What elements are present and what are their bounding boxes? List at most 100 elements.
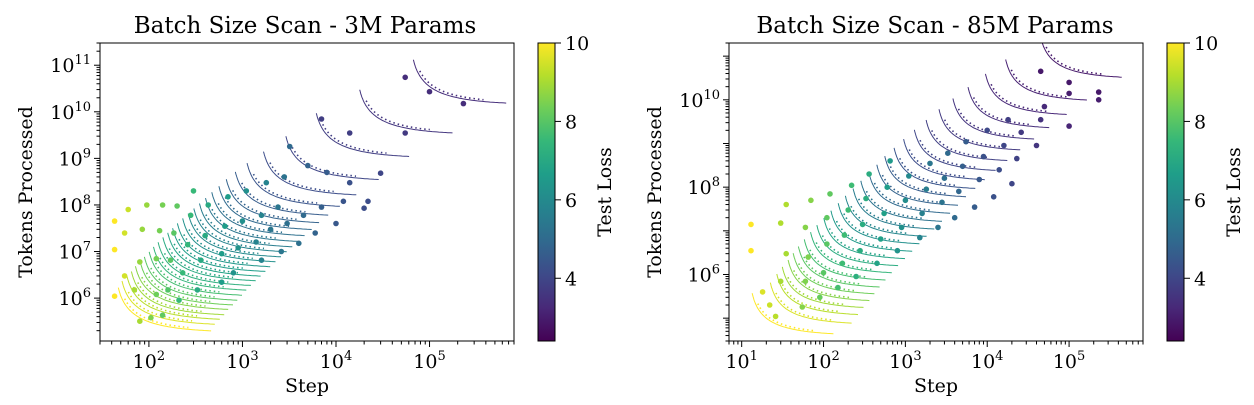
data-point bbox=[194, 287, 201, 293]
data-trace bbox=[757, 303, 814, 332]
fit-curve bbox=[246, 163, 340, 207]
data-point bbox=[817, 294, 823, 301]
data-point bbox=[171, 230, 177, 236]
data-point bbox=[187, 212, 194, 219]
data-point bbox=[263, 179, 270, 186]
data-point bbox=[808, 197, 814, 204]
data-point bbox=[802, 278, 809, 285]
colorbar-gradient bbox=[537, 42, 556, 342]
fit-curve bbox=[126, 275, 220, 320]
fit-curve bbox=[803, 239, 886, 281]
fit-curve bbox=[810, 232, 892, 274]
data-point bbox=[853, 273, 859, 280]
data-point bbox=[239, 218, 246, 224]
data-point bbox=[402, 130, 409, 136]
data-point bbox=[346, 179, 353, 186]
fit-curve bbox=[205, 197, 299, 242]
data-point bbox=[205, 202, 211, 208]
data-point bbox=[824, 241, 830, 247]
fit-curve bbox=[130, 271, 225, 316]
data-point bbox=[1001, 142, 1007, 149]
data-point bbox=[258, 212, 265, 219]
data-point bbox=[278, 248, 285, 255]
data-point bbox=[377, 170, 384, 176]
data-trace bbox=[821, 235, 879, 264]
data-point bbox=[1066, 79, 1072, 86]
data-trace bbox=[365, 100, 430, 131]
x-tick-label: 103 bbox=[226, 349, 258, 373]
fit-curve bbox=[823, 217, 906, 260]
fit-curve bbox=[913, 129, 996, 171]
fit-curve bbox=[985, 73, 1067, 115]
colorbar-gradient bbox=[1166, 42, 1185, 342]
y-tick-label: 108 bbox=[59, 193, 91, 217]
data-point bbox=[1005, 116, 1011, 123]
data-trace bbox=[809, 249, 866, 278]
data-point bbox=[253, 239, 259, 245]
data-trace bbox=[781, 284, 839, 313]
data-point bbox=[137, 259, 143, 265]
data-point bbox=[1037, 68, 1044, 75]
y-tick-label: 1011 bbox=[50, 53, 91, 77]
data-point bbox=[827, 191, 833, 197]
fit-curve bbox=[781, 266, 864, 308]
data-point bbox=[802, 224, 809, 231]
data-trace bbox=[145, 272, 211, 303]
data-point bbox=[945, 150, 951, 156]
data-point bbox=[839, 260, 846, 267]
x-ticks: 102 103 104 105 bbox=[99, 341, 515, 373]
data-trace bbox=[123, 298, 189, 329]
data-point bbox=[139, 226, 146, 233]
data-point bbox=[783, 250, 789, 257]
data-point bbox=[939, 199, 945, 206]
colorbar-3m: 4 6 8 10 Test Loss bbox=[537, 33, 616, 342]
data-trace bbox=[881, 174, 939, 203]
fit-curve bbox=[176, 223, 271, 268]
data-point bbox=[777, 278, 784, 285]
fit-curve bbox=[199, 203, 293, 248]
colorbar-tick-label: 6 bbox=[565, 190, 577, 212]
data-trace bbox=[787, 276, 844, 306]
data-point bbox=[906, 173, 912, 179]
x-axis-label: Step bbox=[914, 375, 958, 397]
fit-curve bbox=[218, 186, 312, 230]
data-point bbox=[125, 206, 131, 213]
y-ticks: 106 108 1010 bbox=[679, 42, 729, 342]
colorbar-label: Test Loss bbox=[1223, 147, 1245, 236]
data-point bbox=[156, 227, 163, 234]
fit-curve bbox=[903, 138, 985, 181]
data-trace bbox=[137, 282, 202, 313]
data-point bbox=[898, 224, 905, 231]
data-trace bbox=[322, 123, 387, 154]
data-point bbox=[984, 127, 990, 134]
data-trace bbox=[803, 256, 860, 285]
x-tick-label: 101 bbox=[725, 349, 757, 373]
data-point bbox=[365, 198, 371, 205]
data-trace bbox=[154, 262, 220, 293]
fit-curve bbox=[148, 251, 243, 296]
fit-curve bbox=[234, 171, 329, 216]
data-point bbox=[153, 255, 160, 262]
colorbar-85m: 4 6 8 10 Test Loss bbox=[1166, 33, 1245, 342]
data-point bbox=[218, 279, 225, 286]
plot-frame bbox=[99, 42, 515, 342]
data-point bbox=[772, 313, 779, 320]
data-point bbox=[1066, 123, 1072, 129]
fit-curve bbox=[193, 208, 287, 253]
y-tick-label: 109 bbox=[59, 146, 91, 170]
data-point bbox=[324, 169, 330, 176]
data-point bbox=[460, 100, 467, 107]
fit-curve bbox=[952, 98, 1035, 140]
fit-curve bbox=[117, 287, 212, 332]
data-point bbox=[841, 232, 848, 238]
colorbar-tick-label: 4 bbox=[1194, 268, 1206, 290]
fit-curve bbox=[893, 147, 976, 189]
data-point bbox=[959, 163, 966, 170]
data-trace bbox=[291, 146, 357, 177]
fit-curve bbox=[285, 136, 379, 180]
data-trace bbox=[873, 182, 931, 211]
data-point bbox=[799, 304, 806, 310]
data-point bbox=[198, 257, 204, 264]
colorbar-tick-label: 8 bbox=[565, 111, 577, 133]
